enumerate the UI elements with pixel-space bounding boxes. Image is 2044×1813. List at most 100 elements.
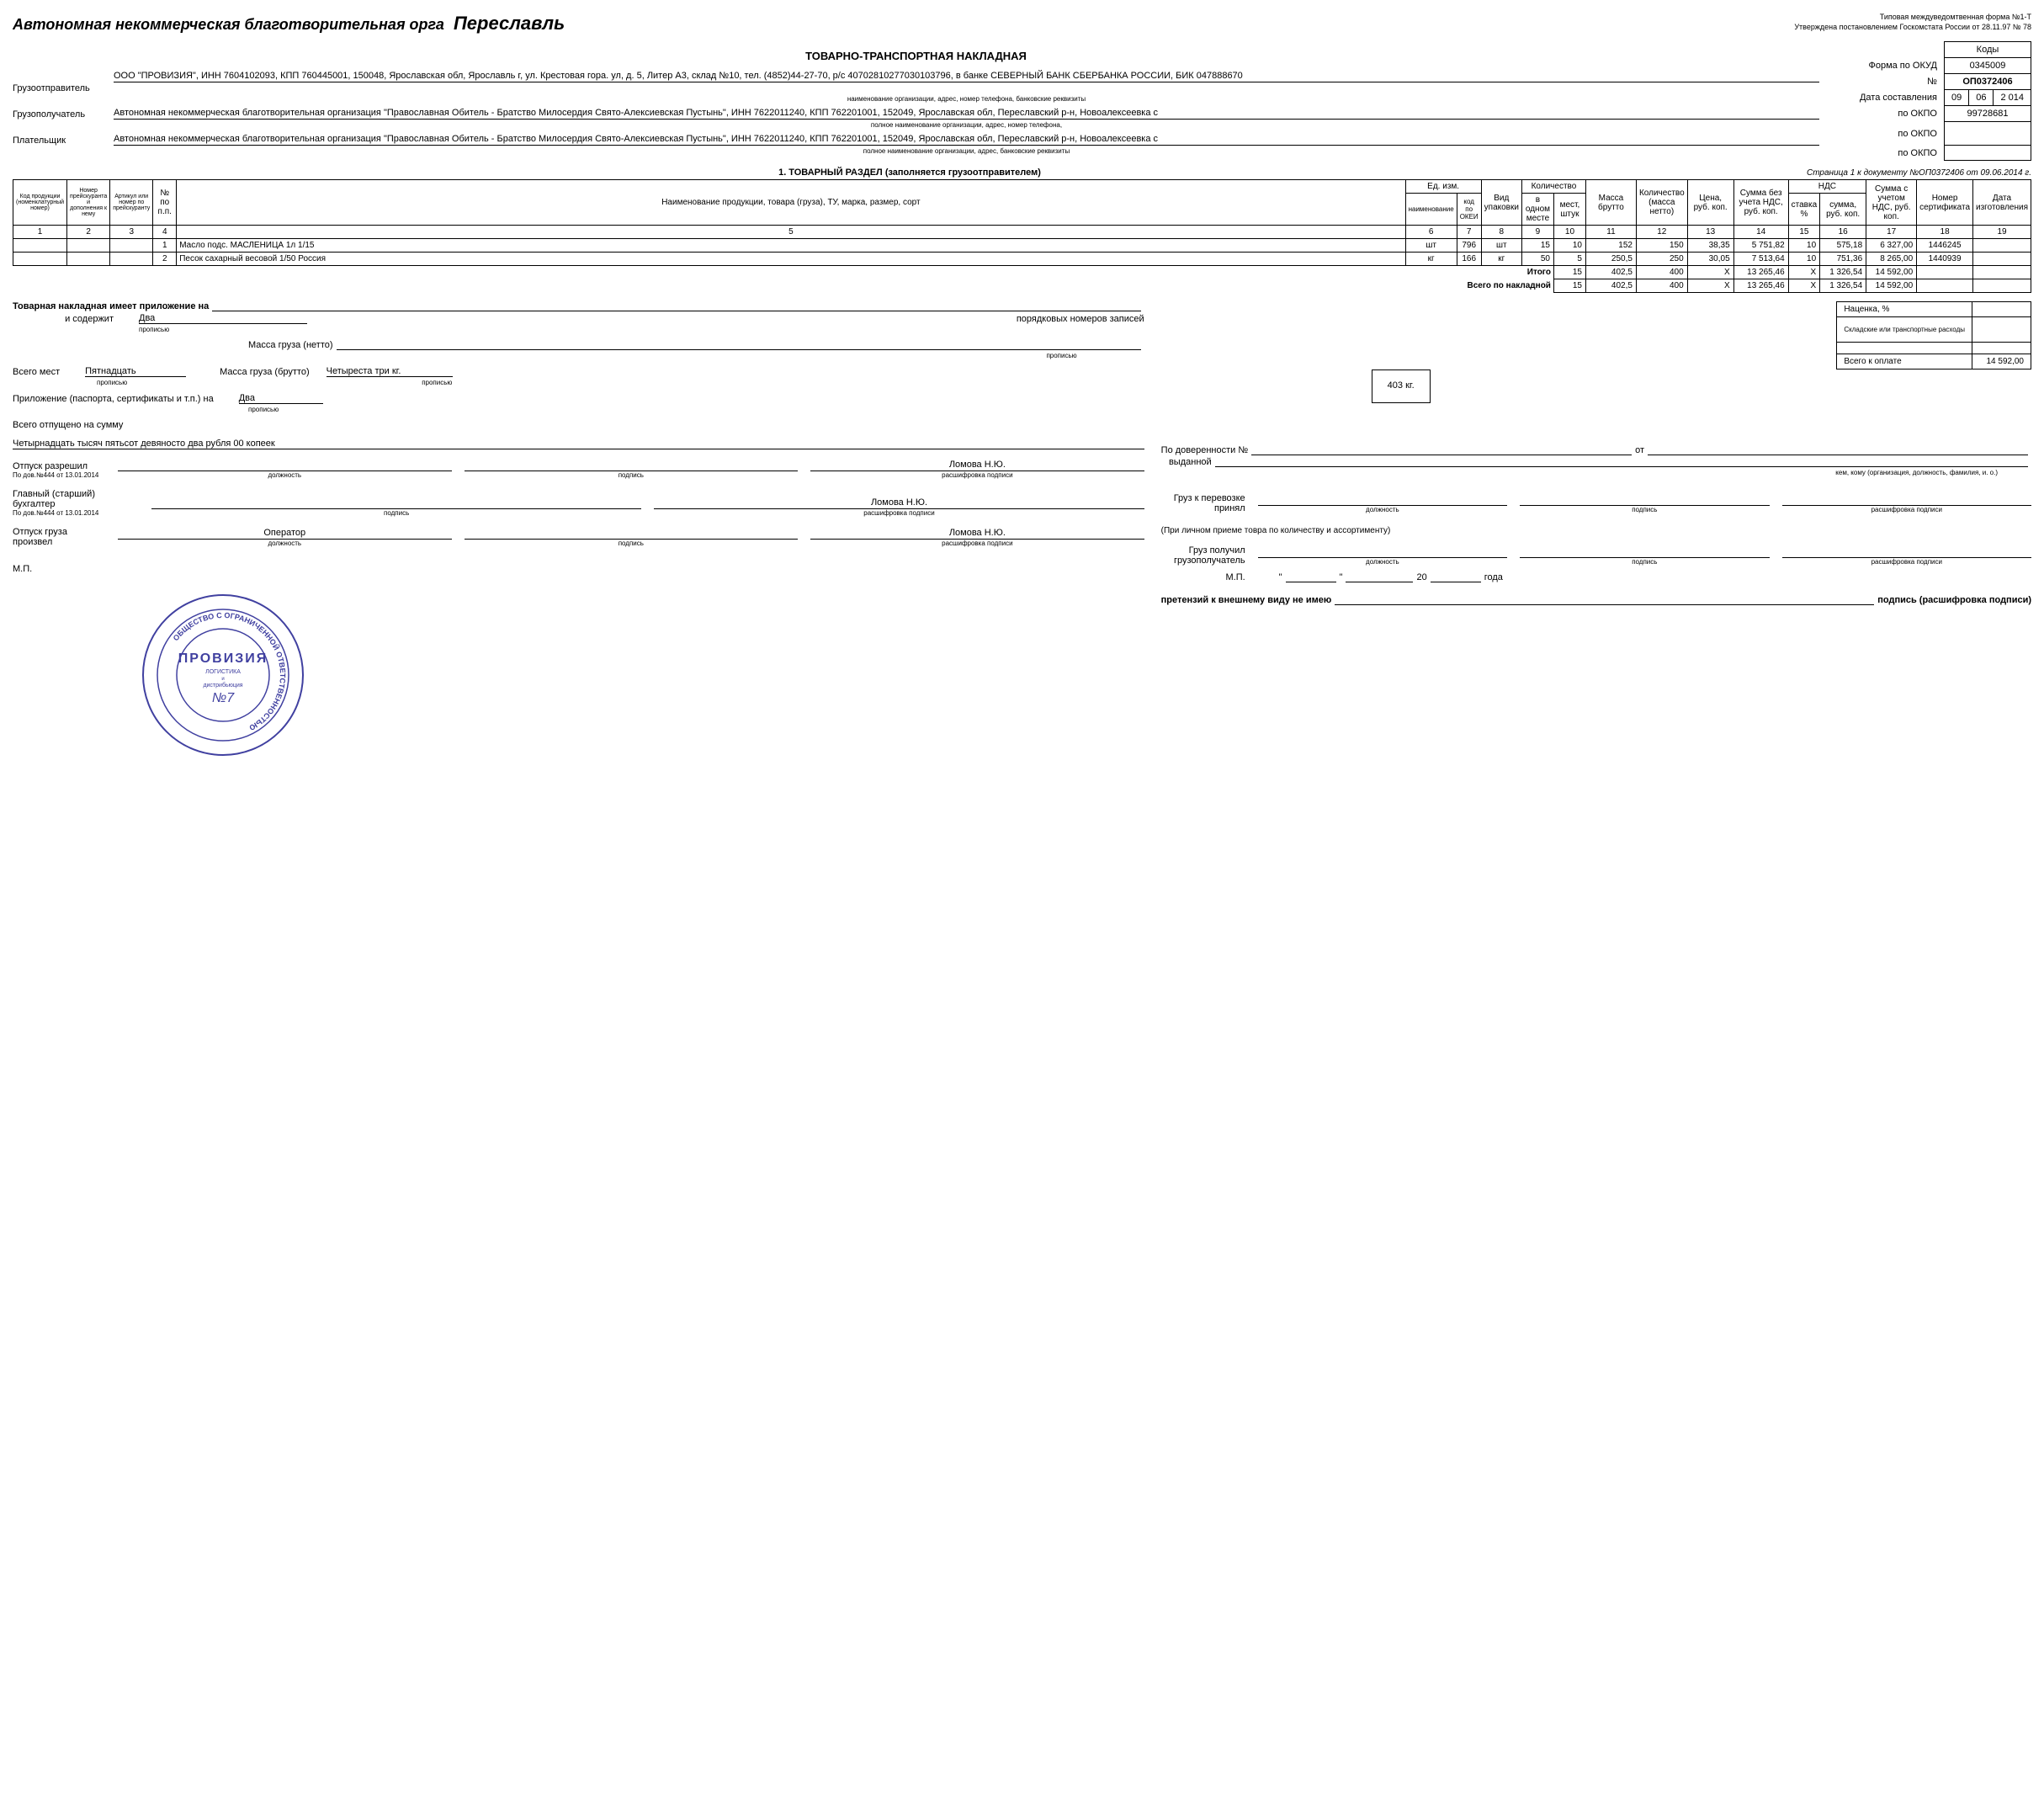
th-c3: Артикул или номер по прейскуранту [110, 180, 153, 226]
attach-docs-label: Приложение (паспорта, сертификаты и т.п.… [13, 394, 214, 404]
th-c15: ставка % [1788, 194, 1820, 226]
sig-label-1: подпись [465, 471, 799, 479]
th-c18: Номер сертификата [1917, 180, 1973, 226]
release-done: Отпуск груза произвел [13, 527, 105, 547]
th-c2: Номер прейскуранта и дополнения к нему [67, 180, 110, 226]
total-sum-text: Четырнадцать тысяч пятьсот девяносто два… [13, 439, 1144, 449]
contains-value: Два [139, 313, 307, 324]
org-city: Переславль [454, 13, 565, 34]
contains-label: и содержит [13, 314, 114, 324]
sig-label-2: подпись [151, 509, 641, 517]
col-num: 6 [1405, 226, 1457, 239]
attach-label: Товарная накладная имеет приложение на [13, 301, 209, 311]
th-c16: сумма, руб. коп. [1820, 194, 1866, 226]
mass-brutto-text: Четыреста три кг. [327, 366, 453, 377]
th-c9g: Количество [1521, 180, 1585, 194]
year-label: года [1484, 572, 1503, 582]
total-pay-value: 14 592,00 [1972, 354, 2031, 370]
okpo-label-2: по ОКПО [1853, 122, 1945, 146]
th-c5: Наименование продукции, товара (груза), … [177, 180, 1405, 226]
section1-title: 1. ТОВАРНЫЙ РАЗДЕЛ (заполняется грузоотп… [13, 167, 1807, 178]
pos-label-1: должность [118, 471, 452, 479]
issued-label: выданной [1161, 457, 1212, 467]
okpo-label-1: по ОКПО [1853, 106, 1945, 122]
num-label: № [1853, 74, 1945, 90]
page-info: Страница 1 к документу №ОП0372406 от 09.… [1807, 168, 2031, 178]
sender-sub: наименование организации, адрес, номер т… [114, 95, 1819, 103]
date-day: 09 [1944, 90, 1968, 106]
cargo-received: Груз получил грузополучатель [1161, 545, 1245, 566]
th-c7: код по ОКЕИ [1457, 194, 1481, 226]
doc-number: ОП0372406 [1944, 74, 2031, 90]
dq1: " [1279, 572, 1282, 582]
pos-label-2: должность [118, 540, 452, 547]
svg-text:ПРОВИЗИЯ: ПРОВИЗИЯ [178, 651, 268, 666]
sig-name-1: Ломова Н.Ю. [810, 460, 1144, 471]
places-label: Всего мест [13, 367, 60, 377]
th-c19: Дата изготовления [1973, 180, 2031, 226]
codes-table: Коды Форма по ОКУД0345009 №ОП0372406 Дат… [1853, 41, 2031, 161]
total-pay-label: Всего к оплате [1837, 354, 1972, 370]
col-num: 3 [110, 226, 153, 239]
warehouse-label: Складские или транспортные расходы [1837, 317, 1972, 343]
th-c12: Количество (масса нетто) [1636, 180, 1687, 226]
proxy-label: По доверенности № [1161, 445, 1249, 455]
decode-4: расшифровка подписи [1782, 506, 2031, 513]
propis-5: прописью [248, 406, 1144, 413]
sender-text: ООО "ПРОВИЗИЯ", ИНН 7604102093, КПП 7604… [114, 71, 1819, 82]
col-num: 16 [1820, 226, 1866, 239]
receiver-text: Автономная некоммерческая благотворитель… [114, 108, 1819, 120]
propis-3: прописью [97, 379, 127, 386]
sig-name-3: Ломова Н.Ю. [810, 528, 1144, 540]
dq2: " [1340, 572, 1343, 582]
mp-2: М.П. [1161, 572, 1245, 582]
col-num: 4 [153, 226, 177, 239]
mp-1: М.П. [13, 564, 1144, 574]
accountant: Главный (старший) бухгалтер [13, 489, 139, 509]
decode-2: расшифровка подписи [654, 509, 1144, 517]
okud-value: 0345009 [1944, 58, 2031, 74]
col-num: 18 [1917, 226, 1973, 239]
sign-decode: подпись (расшифровка подписи) [1877, 595, 2031, 605]
svg-text:дистрибьюция: дистрибьюция [203, 682, 242, 689]
total-row: Всего по накладной15402,5400Х13 265,46Х1… [13, 279, 2031, 293]
date-label: Дата составления [1853, 90, 1945, 106]
goods-table: Код продукции (номенклатурный номер) Ном… [13, 179, 2031, 293]
okpo-2 [1944, 122, 2031, 146]
sig-name-2: Ломова Н.Ю. [654, 497, 1144, 509]
th-c6: наименование [1405, 194, 1457, 226]
mass-netto-label: Масса груза (нетто) [248, 340, 333, 350]
release-auth: Отпуск разрешил [13, 461, 105, 471]
col-num: 7 [1457, 226, 1481, 239]
payer-text: Автономная некоммерческая благотворитель… [114, 134, 1819, 146]
stamp: ОБЩЕСТВО С ОГРАНИЧЕННОЙ ОТВЕТСТВЕННОСТЬЮ… [139, 591, 1144, 762]
records-label: порядковых номеров записей [1017, 314, 1144, 324]
markup-label: Наценка, % [1837, 302, 1972, 317]
th-c9: в одном месте [1521, 194, 1553, 226]
form-info-2: Утверждена постановлением Госкомстата Ро… [1794, 23, 2031, 33]
order-ref-1: По дов.№444 от 13.01.2014 [13, 471, 105, 479]
year20: 20 [1416, 572, 1426, 582]
okpo-3 [1944, 146, 2031, 161]
decode-5: расшифровка подписи [1782, 558, 2031, 566]
svg-text:и: и [221, 677, 224, 682]
propis-4: прописью [422, 379, 452, 386]
okpo-1: 99728681 [1944, 106, 2031, 122]
kody-label: Коды [1944, 42, 2031, 58]
svg-text:ЛОГИСТИКА: ЛОГИСТИКА [205, 669, 241, 675]
th-c11: Масса брутто [1585, 180, 1636, 226]
table-row: 1Масло подс. МАСЛЕНИЦА 1л 1/15шт796шт151… [13, 239, 2031, 253]
th-c14: Сумма без учета НДС, руб. коп. [1733, 180, 1788, 226]
personal-receipt: (При личном приеме товра по количеству и… [1161, 526, 2031, 535]
col-num: 8 [1481, 226, 1521, 239]
cargo-transport: Груз к перевозке принял [1161, 493, 1245, 513]
okud-label: Форма по ОКУД [1853, 58, 1945, 74]
th-c15g: НДС [1788, 180, 1866, 194]
col-num: 5 [177, 226, 1405, 239]
date-year: 2 014 [1994, 90, 2031, 106]
th-c6g: Ед. изм. [1405, 180, 1481, 194]
col-num: 9 [1521, 226, 1553, 239]
th-c13: Цена, руб. коп. [1687, 180, 1733, 226]
th-c4: № по п.п. [153, 180, 177, 226]
propis-1: прописью [139, 326, 1144, 333]
